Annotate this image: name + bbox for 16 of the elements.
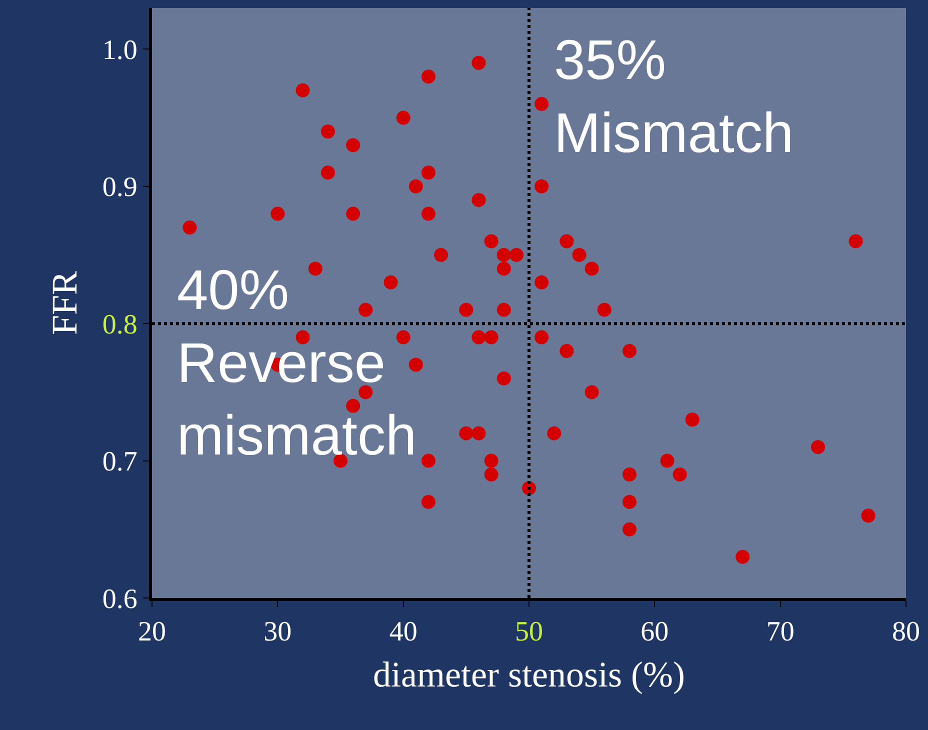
y-tick-label: 0.9 — [102, 172, 138, 204]
y-tick-label: 0.7 — [102, 446, 138, 478]
y-tick-label: 1.0 — [102, 34, 138, 66]
x-tick-label: 70 — [766, 616, 794, 648]
x-tick-label: 40 — [389, 616, 418, 648]
x-tick-label: 20 — [138, 616, 166, 648]
x-tick-label: 80 — [892, 616, 920, 648]
y-tick-label: 0.8 — [102, 309, 138, 340]
y-axis-title: FFR — [44, 270, 84, 336]
annotation: 35% Mismatch — [554, 28, 794, 164]
x-axis-title: diameter stenosis (%) — [373, 654, 685, 694]
x-tick-label: 30 — [264, 616, 292, 648]
annotation: 40% Reverse mismatch — [177, 258, 417, 467]
x-tick-label: 50 — [515, 616, 543, 648]
y-tick-label: 0.6 — [102, 584, 138, 615]
x-tick-label: 60 — [640, 616, 669, 648]
